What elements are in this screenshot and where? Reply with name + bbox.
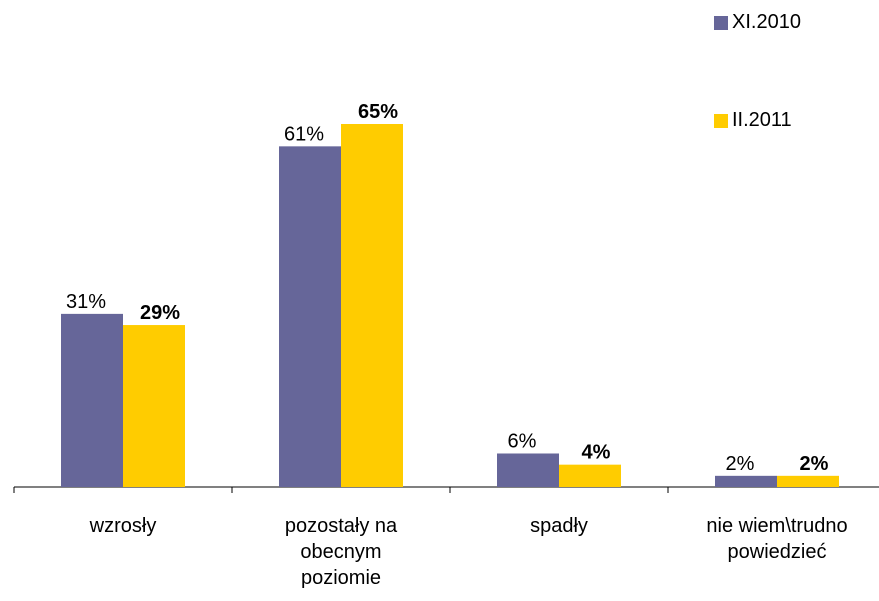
data-label-xi-2010-0: 31%	[66, 291, 106, 313]
data-label-xi-2010-3: 2%	[726, 453, 755, 475]
data-label-xi-2010-2: 6%	[508, 430, 537, 452]
legend-label-xi-2010: XI.2010	[732, 11, 801, 33]
data-label-ii-2011-2: 4%	[582, 442, 611, 464]
bar-ii-2011-2	[559, 464, 621, 487]
data-label-ii-2011-0: 29%	[140, 302, 180, 324]
data-label-ii-2011-3: 2%	[800, 453, 829, 475]
legend-item-ii-2011: II.2011	[714, 109, 792, 132]
data-label-xi-2010-1: 61%	[284, 123, 324, 145]
category-label-2: spadły	[530, 515, 588, 537]
legend-swatch-ii-2011	[714, 113, 728, 128]
legend-item-xi-2010: XI.2010	[714, 11, 801, 34]
bar-xi-2010-1	[279, 146, 341, 488]
category-label-3: nie wiem\trudno powiedzieć	[706, 515, 848, 563]
category-label-0: wzrosły	[89, 515, 157, 537]
bar-xi-2010-2	[497, 453, 559, 487]
category-label-1: pozostały na obecnym poziomie	[284, 515, 398, 589]
bar-ii-2011-3	[777, 475, 839, 487]
bar-ii-2011-0	[123, 325, 185, 487]
bar-xi-2010-0	[61, 313, 123, 487]
bar-ii-2011-1	[341, 124, 403, 487]
data-label-ii-2011-1: 65%	[358, 101, 398, 123]
legend-swatch-xi-2010	[714, 15, 728, 30]
bar-xi-2010-3	[715, 475, 777, 487]
legend-label-ii-2011: II.2011	[732, 109, 792, 131]
